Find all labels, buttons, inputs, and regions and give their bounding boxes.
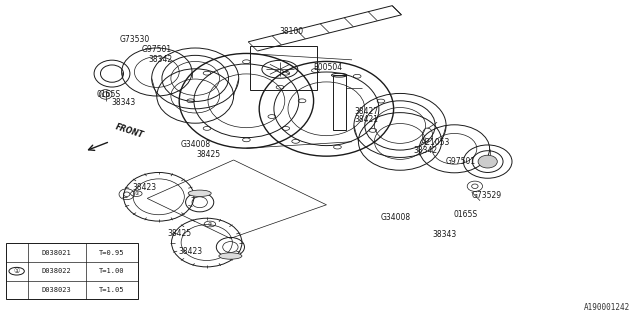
Bar [250, 46, 317, 90]
Text: 38100: 38100 [279, 28, 303, 36]
Text: FRONT: FRONT [114, 122, 145, 140]
Ellipse shape [478, 155, 497, 168]
Text: 38423: 38423 [132, 183, 156, 192]
Text: G97501: G97501 [445, 157, 476, 166]
Text: 0165S: 0165S [454, 210, 478, 219]
Text: 38421: 38421 [354, 115, 378, 124]
Text: 38342: 38342 [148, 55, 172, 64]
Text: ①: ① [13, 268, 20, 274]
Text: 38342: 38342 [413, 146, 438, 155]
Text: T=1.00: T=1.00 [99, 268, 125, 274]
Text: 38427: 38427 [354, 108, 378, 116]
Text: T=0.95: T=0.95 [99, 250, 125, 256]
Ellipse shape [188, 190, 211, 196]
Text: G97501: G97501 [141, 45, 172, 54]
Text: A190001242: A190001242 [584, 303, 630, 312]
Text: 38343: 38343 [111, 98, 136, 107]
Text: D038023: D038023 [42, 287, 71, 293]
Text: ①: ① [134, 191, 138, 196]
Text: 38425: 38425 [196, 150, 220, 159]
Text: G73529: G73529 [471, 191, 502, 200]
Text: 38423: 38423 [179, 247, 203, 256]
Text: ①: ① [208, 221, 212, 227]
Text: G73530: G73530 [119, 36, 150, 44]
Text: D038021: D038021 [42, 250, 71, 256]
Text: G34008: G34008 [380, 213, 411, 222]
Text: E00504: E00504 [313, 63, 342, 72]
Text: 38425: 38425 [167, 229, 191, 238]
Text: 0165S: 0165S [97, 90, 121, 99]
Text: D038022: D038022 [42, 268, 71, 274]
Ellipse shape [219, 253, 242, 259]
Text: 38343: 38343 [433, 230, 457, 239]
Bar [333, 75, 346, 130]
Text: T=1.05: T=1.05 [99, 287, 125, 293]
Text: A21053: A21053 [420, 138, 450, 147]
Text: G34008: G34008 [180, 140, 211, 149]
Bar [6, 243, 138, 299]
